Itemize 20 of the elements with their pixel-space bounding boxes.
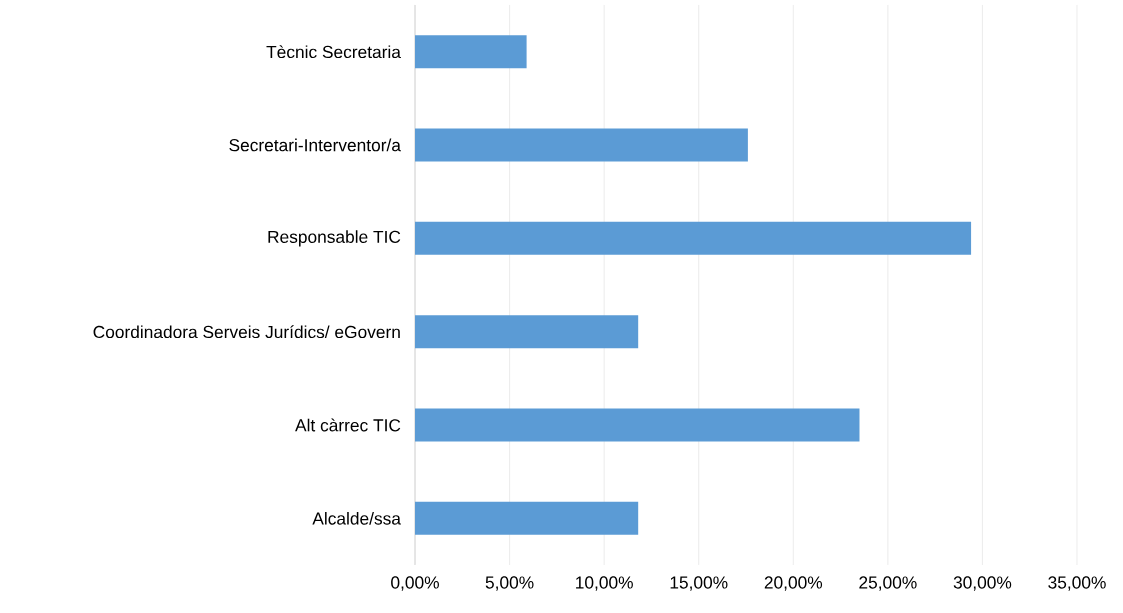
y-tick-label: Coordinadora Serveis Jurídics/ eGovern bbox=[93, 325, 400, 339]
bar bbox=[415, 128, 748, 162]
bar bbox=[415, 35, 527, 69]
x-tick-label: 5,00% bbox=[485, 576, 534, 591]
x-tick-label: 30,00% bbox=[953, 576, 1012, 591]
x-tick-label: 15,00% bbox=[670, 576, 728, 591]
x-tick-label: 25,00% bbox=[859, 576, 917, 591]
y-tick-label: Tècnic Secretaria bbox=[266, 45, 401, 59]
y-tick-label: Alcalde/ssa bbox=[312, 511, 401, 525]
y-tick-label: Secretari-Interventor/a bbox=[229, 138, 401, 152]
bar bbox=[415, 501, 639, 535]
x-tick-label: 10,00% bbox=[576, 576, 633, 591]
x-tick-label: 0,00% bbox=[391, 576, 439, 591]
bar bbox=[415, 315, 639, 349]
y-tick-label: Alt càrrec TIC bbox=[295, 418, 401, 432]
bar bbox=[415, 221, 972, 255]
y-tick-label: Responsable TIC bbox=[268, 230, 401, 247]
x-tick-label: 35,00% bbox=[1048, 576, 1106, 591]
bar bbox=[415, 408, 860, 442]
x-tick-label: 20,00% bbox=[764, 576, 823, 591]
